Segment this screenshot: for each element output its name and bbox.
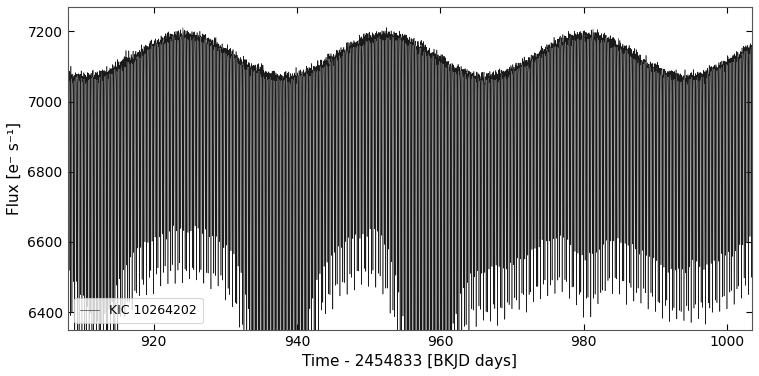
KIC 10264202 xyxy=(247,369,256,374)
KIC 10264202 xyxy=(178,25,187,30)
Legend: KIC 10264202: KIC 10264202 xyxy=(74,298,203,323)
KIC 10264202 xyxy=(63,324,72,328)
KIC 10264202 xyxy=(232,302,241,306)
KIC 10264202 xyxy=(748,44,757,48)
X-axis label: Time - 2454833 [BKJD days]: Time - 2454833 [BKJD days] xyxy=(302,354,518,369)
Line: KIC 10264202: KIC 10264202 xyxy=(68,27,752,376)
KIC 10264202 xyxy=(634,147,643,151)
KIC 10264202 xyxy=(210,44,219,49)
Y-axis label: Flux [e⁻ s⁻¹]: Flux [e⁻ s⁻¹] xyxy=(7,122,22,215)
KIC 10264202 xyxy=(74,80,83,84)
KIC 10264202 xyxy=(83,78,92,83)
